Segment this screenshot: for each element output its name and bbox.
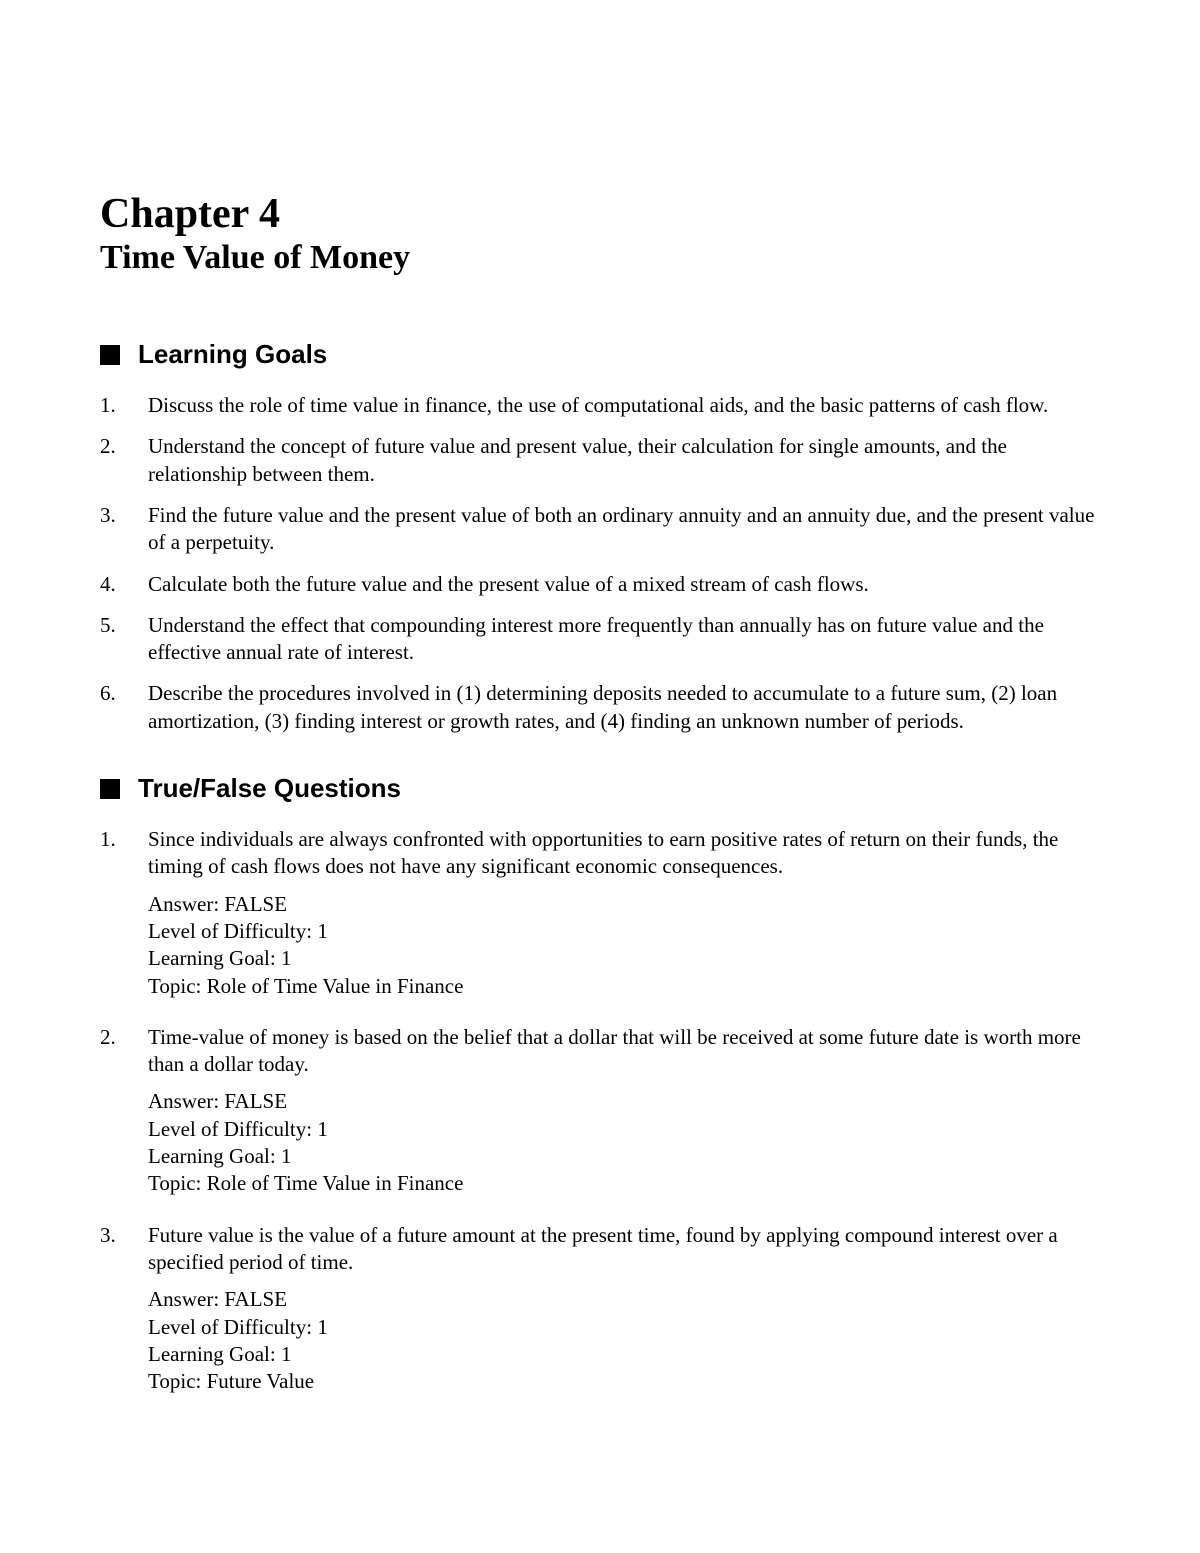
question-content: Time-value of money is based on the beli… [148,1024,1100,1198]
list-number: 2. [100,433,148,488]
question-text: Time-value of money is based on the beli… [148,1024,1100,1079]
answer-block: Answer: FALSE Level of Difficulty: 1 Lea… [148,891,1100,1000]
topic-value: Topic: Role of Time Value in Finance [148,973,1100,1000]
goal-value: Learning Goal: 1 [148,1143,1100,1170]
question-number: 2. [100,1024,148,1198]
list-text: Understand the concept of future value a… [148,433,1100,488]
question-number: 1. [100,826,148,1000]
chapter-title: Time Value of Money [100,238,1100,279]
list-number: 5. [100,612,148,667]
topic-value: Topic: Future Value [148,1368,1100,1395]
list-text: Find the future value and the present va… [148,502,1100,557]
list-item: 4. Calculate both the future value and t… [100,571,1100,598]
question-content: Since individuals are always confronted … [148,826,1100,1000]
question-content: Future value is the value of a future am… [148,1222,1100,1396]
topic-value: Topic: Role of Time Value in Finance [148,1170,1100,1197]
question-item: 3. Future value is the value of a future… [100,1222,1100,1396]
list-number: 3. [100,502,148,557]
difficulty-value: Level of Difficulty: 1 [148,1116,1100,1143]
learning-goals-title: Learning Goals [138,339,327,370]
question-item: 1. Since individuals are always confront… [100,826,1100,1000]
question-item: 2. Time-value of money is based on the b… [100,1024,1100,1198]
list-item: 5. Understand the effect that compoundin… [100,612,1100,667]
question-number: 3. [100,1222,148,1396]
square-bullet-icon [100,345,120,365]
answer-value: Answer: FALSE [148,1088,1100,1115]
learning-goals-list: 1. Discuss the role of time value in fin… [100,392,1100,735]
answer-value: Answer: FALSE [148,891,1100,918]
true-false-header: True/False Questions [100,773,1100,804]
square-bullet-icon [100,779,120,799]
list-item: 6. Describe the procedures involved in (… [100,680,1100,735]
list-item: 2. Understand the concept of future valu… [100,433,1100,488]
page-container: Chapter 4 Time Value of Money Learning G… [100,190,1100,1395]
list-text: Understand the effect that compounding i… [148,612,1100,667]
goal-value: Learning Goal: 1 [148,1341,1100,1368]
difficulty-value: Level of Difficulty: 1 [148,1314,1100,1341]
list-text: Calculate both the future value and the … [148,571,1100,598]
goal-value: Learning Goal: 1 [148,945,1100,972]
list-number: 6. [100,680,148,735]
difficulty-value: Level of Difficulty: 1 [148,918,1100,945]
list-number: 4. [100,571,148,598]
learning-goals-header: Learning Goals [100,339,1100,370]
question-text: Future value is the value of a future am… [148,1222,1100,1277]
answer-value: Answer: FALSE [148,1286,1100,1313]
chapter-number: Chapter 4 [100,190,1100,238]
answer-block: Answer: FALSE Level of Difficulty: 1 Lea… [148,1088,1100,1197]
list-text: Discuss the role of time value in financ… [148,392,1100,419]
true-false-title: True/False Questions [138,773,401,804]
list-item: 3. Find the future value and the present… [100,502,1100,557]
list-item: 1. Discuss the role of time value in fin… [100,392,1100,419]
list-number: 1. [100,392,148,419]
true-false-list: 1. Since individuals are always confront… [100,826,1100,1395]
question-text: Since individuals are always confronted … [148,826,1100,881]
list-text: Describe the procedures involved in (1) … [148,680,1100,735]
answer-block: Answer: FALSE Level of Difficulty: 1 Lea… [148,1286,1100,1395]
